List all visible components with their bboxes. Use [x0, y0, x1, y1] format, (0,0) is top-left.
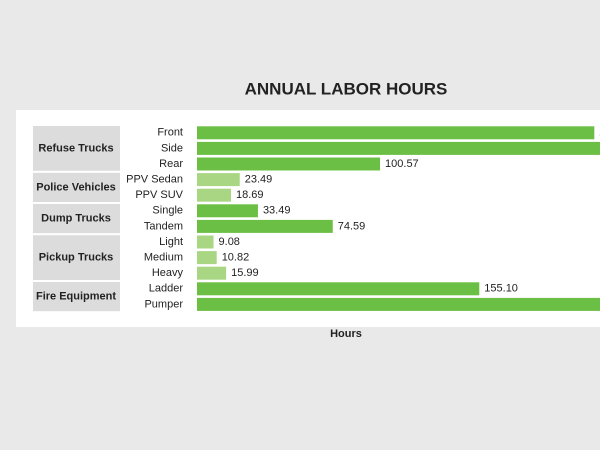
group-box — [33, 126, 120, 171]
bar — [197, 126, 595, 140]
bar — [197, 235, 214, 249]
group-box — [33, 172, 120, 202]
chart-title: ANNUAL LABOR HOURS — [245, 79, 448, 98]
bar — [197, 157, 381, 171]
group-box — [33, 235, 120, 280]
group-label: Dump Trucks — [41, 213, 111, 225]
x-axis-label: Hours — [330, 328, 362, 340]
category-label: Single — [152, 205, 183, 217]
value-label: 18.69 — [236, 189, 264, 201]
category-label: PPV SUV — [135, 189, 183, 201]
group-label: Fire Equipment — [36, 291, 116, 303]
bar — [197, 173, 240, 187]
value-label: 10.82 — [222, 252, 250, 264]
bar — [197, 251, 217, 265]
bar — [197, 282, 480, 296]
bar — [197, 219, 333, 233]
value-label: 23.49 — [245, 174, 273, 186]
value-label: 9.08 — [219, 236, 240, 248]
group-label: Pickup Trucks — [39, 252, 114, 264]
value-label: 74.59 — [338, 220, 366, 232]
bar — [197, 141, 600, 155]
group-label: Refuse Trucks — [38, 142, 113, 154]
category-label: Pumper — [144, 298, 183, 310]
category-label: Ladder — [149, 283, 184, 295]
bar — [197, 204, 258, 218]
value-label: 100.57 — [385, 158, 419, 170]
category-label: Front — [157, 127, 183, 139]
bar — [197, 297, 600, 311]
bar — [197, 188, 232, 202]
category-label: Side — [161, 142, 183, 154]
value-label: 155.10 — [484, 283, 518, 295]
category-label: Tandem — [144, 220, 183, 232]
category-label: Rear — [159, 158, 183, 170]
category-label: PPV Sedan — [126, 174, 183, 186]
group-label: Police Vehicles — [36, 181, 116, 193]
category-label: Medium — [144, 252, 183, 264]
value-label: 15.99 — [231, 267, 259, 279]
bar — [197, 266, 227, 280]
category-label: Light — [159, 236, 183, 248]
value-label: 33.49 — [263, 205, 291, 217]
group-box — [33, 282, 120, 312]
category-label: Heavy — [152, 267, 184, 279]
group-box — [33, 204, 120, 234]
